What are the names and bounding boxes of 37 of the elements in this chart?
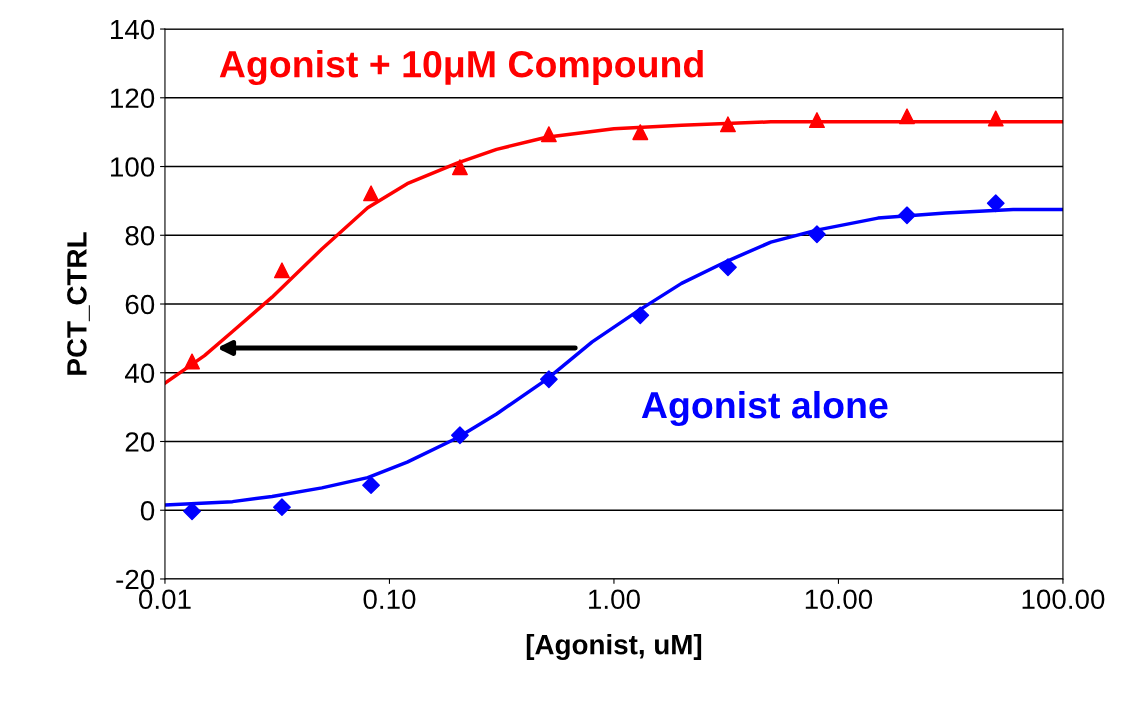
y-tick-label: 0 <box>140 500 155 521</box>
point <box>451 159 468 176</box>
x-tick-label: 10.00 <box>805 589 873 610</box>
point <box>986 194 1005 213</box>
point <box>451 426 469 445</box>
point <box>540 126 557 143</box>
y-tick-label: 120 <box>111 88 155 109</box>
y-tick-label: 60 <box>125 294 155 315</box>
point <box>362 476 380 495</box>
point <box>898 206 916 225</box>
y-tick-label: 100 <box>111 157 155 177</box>
y-tick-label: 140 <box>111 19 155 40</box>
series-label: Agonist alone <box>641 390 888 427</box>
y-tick-label: 20 <box>125 432 155 452</box>
point <box>808 225 826 244</box>
point <box>184 353 201 370</box>
point <box>719 116 736 133</box>
point <box>899 108 915 125</box>
x-tick-label: 1.00 <box>589 589 640 610</box>
y-tick-label: 80 <box>125 225 155 246</box>
x-tick-label: 0.01 <box>139 589 191 610</box>
point <box>539 370 558 389</box>
point <box>273 498 291 517</box>
point <box>273 262 290 279</box>
point <box>808 112 825 129</box>
y-tick-label: 40 <box>124 363 155 384</box>
x-tick-label: 100.00 <box>1022 589 1105 610</box>
x-axis-title: [Agonist, uM] <box>526 634 702 661</box>
y-axis-title: PCT_CTRL <box>67 232 90 375</box>
point <box>363 185 380 202</box>
point <box>987 110 1004 127</box>
y-tick-label: -20 <box>116 569 155 590</box>
series-label: Agonist + 10μM Compound <box>219 49 703 86</box>
point <box>632 124 649 141</box>
point <box>631 306 650 325</box>
point <box>719 258 737 277</box>
x-tick-label: 0.10 <box>363 589 416 610</box>
